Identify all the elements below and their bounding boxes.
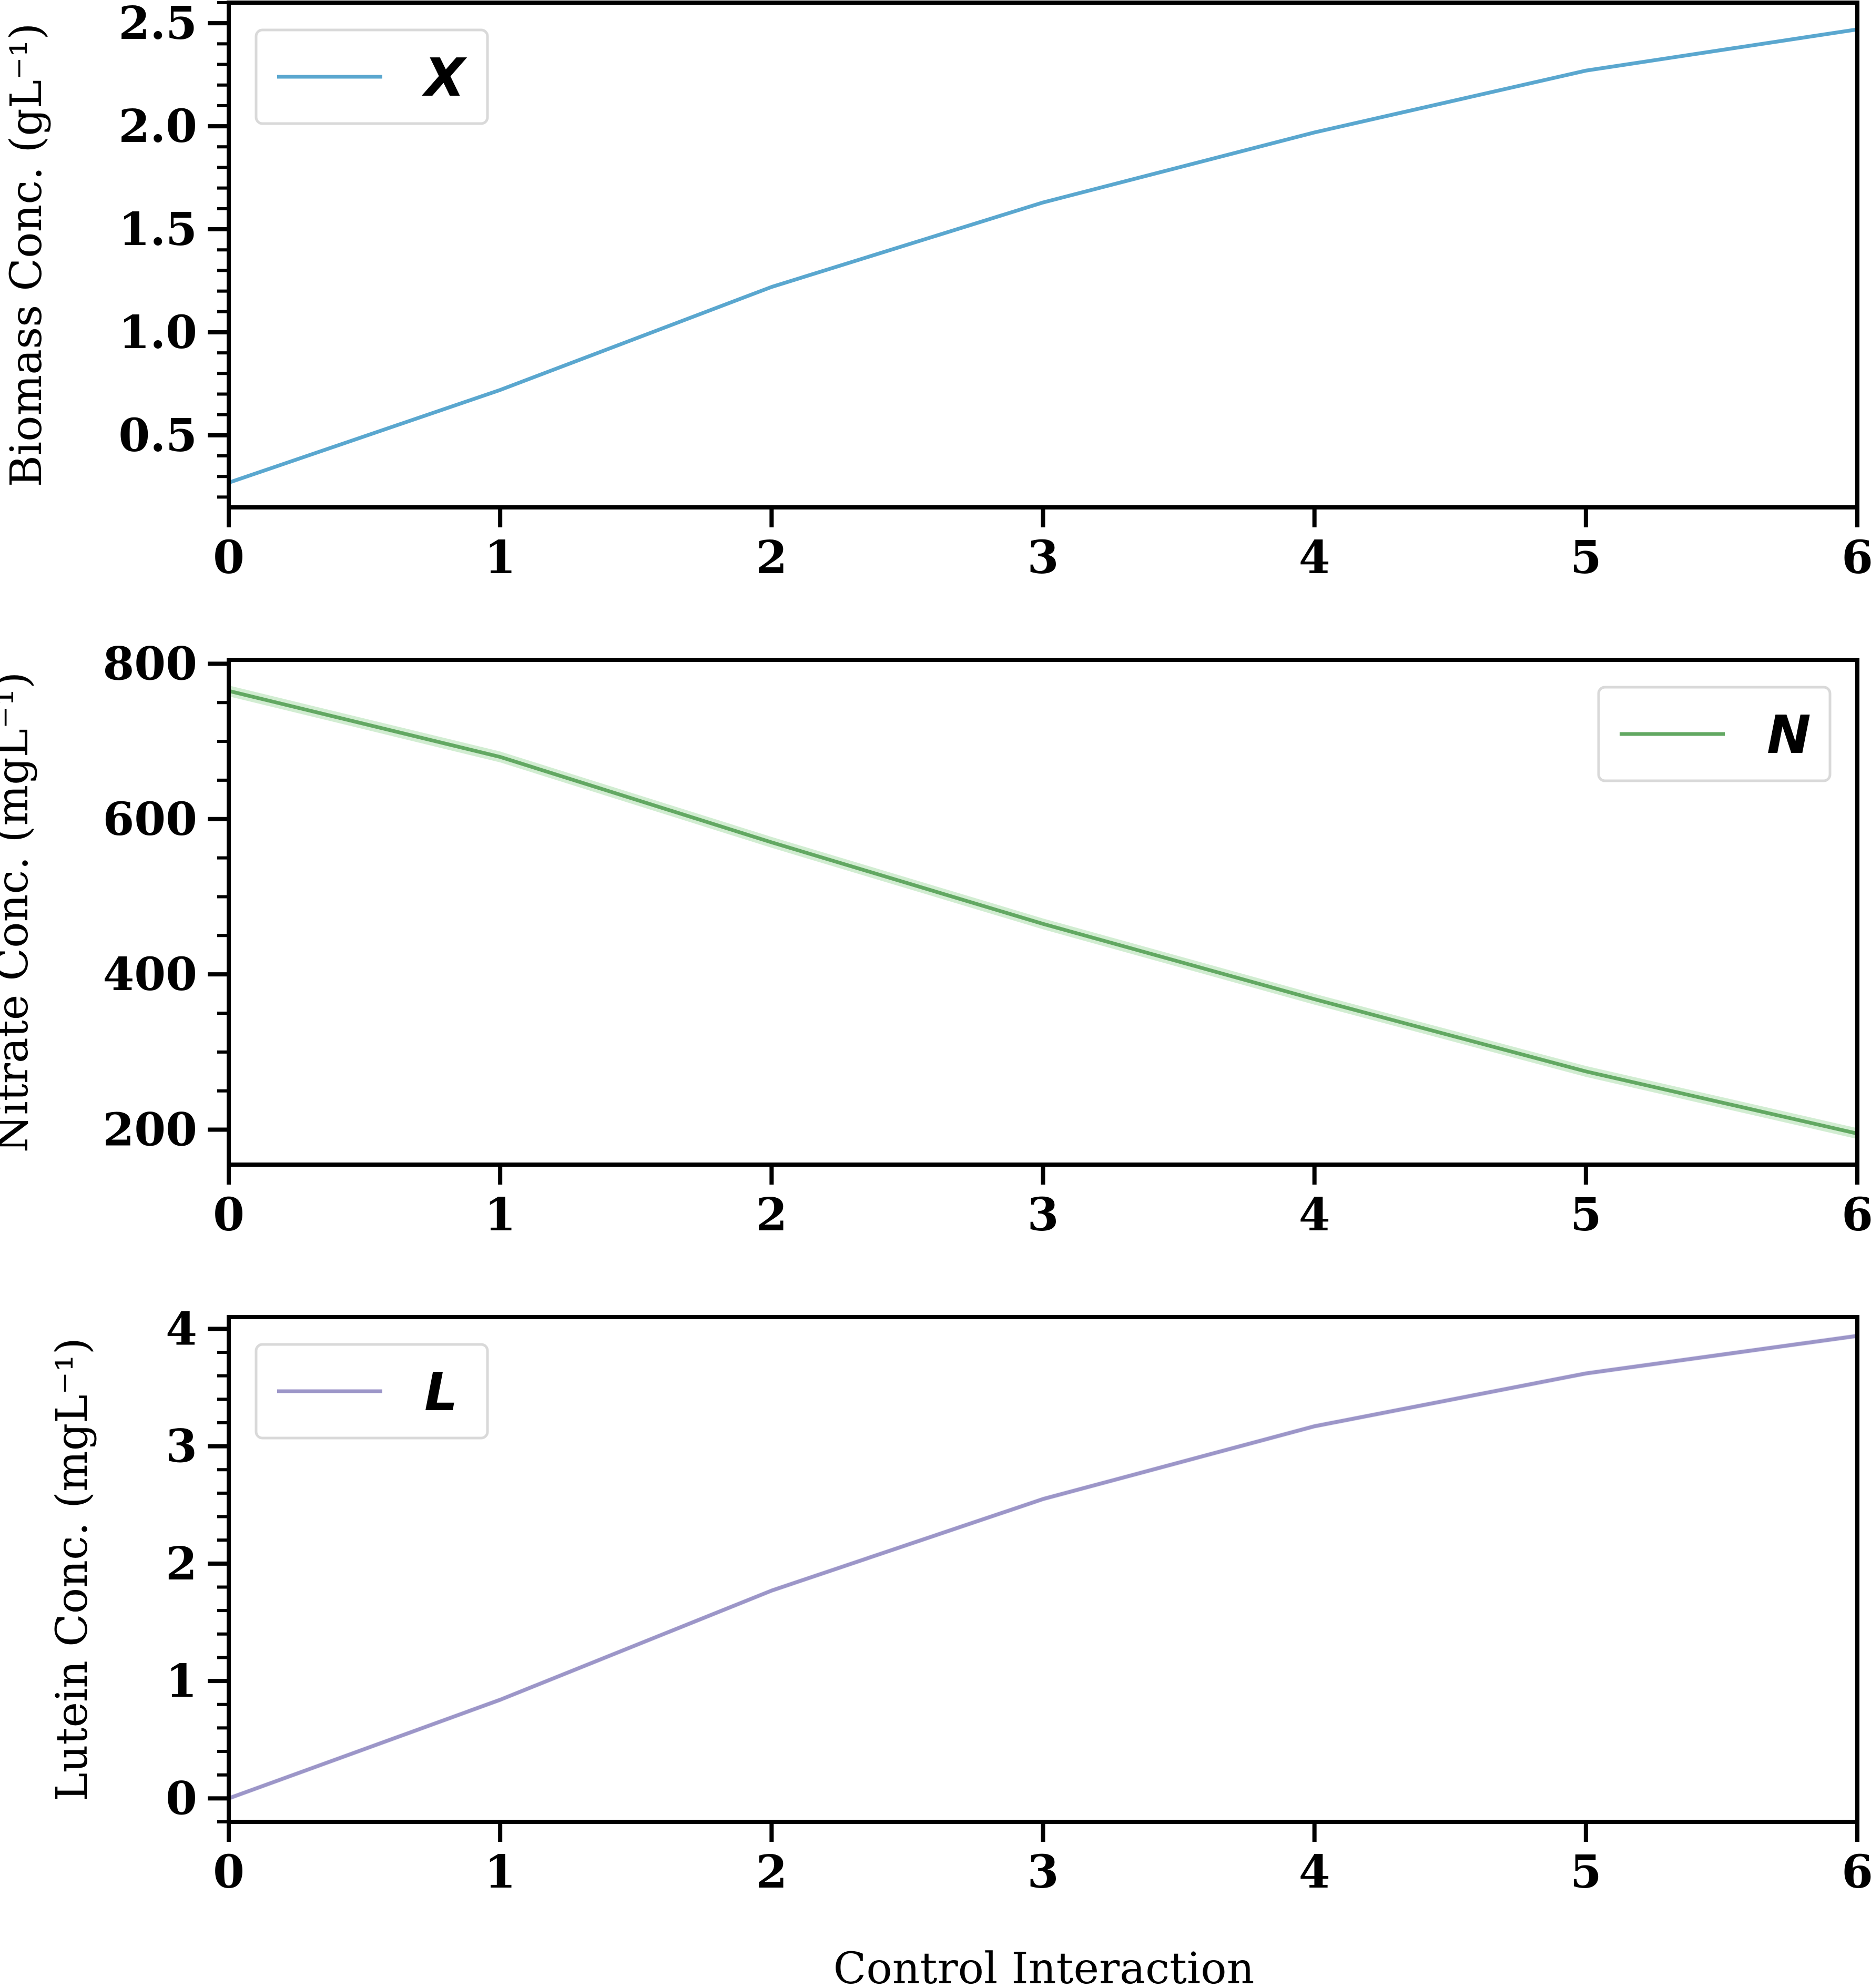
panel-2: 0 1 2 3 4 5 6 200 400 600 800 Nitrate Conc. (mgL⁻¹)… xyxy=(0,637,1871,1241)
legend: X xyxy=(255,28,489,125)
y-tick-label: 800 xyxy=(103,637,197,690)
x-tick-label: 4 xyxy=(1299,531,1330,584)
legend: L xyxy=(255,1343,489,1440)
x-tick-label: 0 xyxy=(213,531,245,584)
data-point xyxy=(1313,1424,1316,1428)
y-tick-label: 200 xyxy=(103,1104,197,1157)
data-point xyxy=(1041,1497,1045,1501)
y-tick-label: 600 xyxy=(103,793,197,846)
x-axis-title: Control Interaction xyxy=(833,1944,1255,1988)
data-point xyxy=(499,388,502,392)
data-point xyxy=(1584,1069,1588,1073)
x-tick-label: 1 xyxy=(484,1846,516,1899)
legend-label: N xyxy=(1767,704,1811,766)
x-tick-label: 3 xyxy=(1028,1846,1059,1899)
y-axis-title: Nitrate Conc. (mgL⁻¹) xyxy=(0,672,38,1153)
data-point xyxy=(1584,1372,1588,1375)
data-point xyxy=(1313,997,1316,1001)
panel-3: 0 1 2 3 4 5 6 0 1 2 3 4 Lutein Conc. (mgL⁻¹) L xyxy=(47,1302,1871,1899)
x-tick-label: 0 xyxy=(213,1846,245,1899)
x-tick-label: 2 xyxy=(756,1846,787,1899)
data-point xyxy=(1041,201,1045,205)
y-tick-label: 0 xyxy=(166,1772,197,1825)
y-axis-title: Biomass Conc. (gL⁻¹) xyxy=(2,23,52,487)
legend-label: L xyxy=(424,1361,458,1423)
y-tick-label: 1.5 xyxy=(118,203,197,256)
legend: N xyxy=(1597,686,1832,782)
y-tick-label: 4 xyxy=(166,1302,197,1355)
data-point xyxy=(1584,69,1588,73)
x-tick-label: 6 xyxy=(1842,1846,1871,1899)
data-point xyxy=(499,755,502,759)
x-tick-label: 5 xyxy=(1570,1846,1602,1899)
x-tick-label: 2 xyxy=(756,1188,787,1241)
x-tick-label: 1 xyxy=(484,531,516,584)
y-axis-title: Lutein Conc. (mgL⁻¹) xyxy=(47,1338,97,1801)
data-point xyxy=(1313,130,1316,134)
x-tick-label: 6 xyxy=(1842,531,1871,584)
y-tick-label: 3 xyxy=(166,1420,197,1473)
y-tick-label: 400 xyxy=(103,948,197,1001)
x-tick-label: 5 xyxy=(1570,1188,1602,1241)
x-tick-label: 0 xyxy=(213,1188,245,1241)
legend-label: X xyxy=(421,47,467,108)
x-tick-label: 3 xyxy=(1028,1188,1059,1241)
y-tick-label: 2.0 xyxy=(118,100,197,153)
y-tick-label: 2.5 xyxy=(118,0,197,50)
x-tick-label: 3 xyxy=(1028,531,1059,584)
y-tick-label: 1.0 xyxy=(118,306,197,359)
data-point xyxy=(770,1589,774,1593)
data-point xyxy=(770,841,774,844)
panel-1: 0 1 2 3 4 5 6 0.5 1.0 1.5 2.0 2.5 Biomass Conc. (gL⁻… xyxy=(2,0,1871,584)
data-point xyxy=(1041,922,1045,926)
y-tick-label: 2 xyxy=(166,1537,197,1591)
y-tick-label: 0.5 xyxy=(118,409,197,462)
x-tick-label: 1 xyxy=(484,1188,516,1241)
data-point xyxy=(770,285,774,289)
x-tick-label: 4 xyxy=(1299,1846,1330,1899)
y-tick-label: 1 xyxy=(166,1655,197,1708)
x-tick-label: 6 xyxy=(1842,1188,1871,1241)
x-tick-label: 2 xyxy=(756,531,787,584)
x-tick-label: 5 xyxy=(1570,531,1602,584)
x-tick-label: 4 xyxy=(1299,1188,1330,1241)
data-point xyxy=(499,1698,502,1701)
